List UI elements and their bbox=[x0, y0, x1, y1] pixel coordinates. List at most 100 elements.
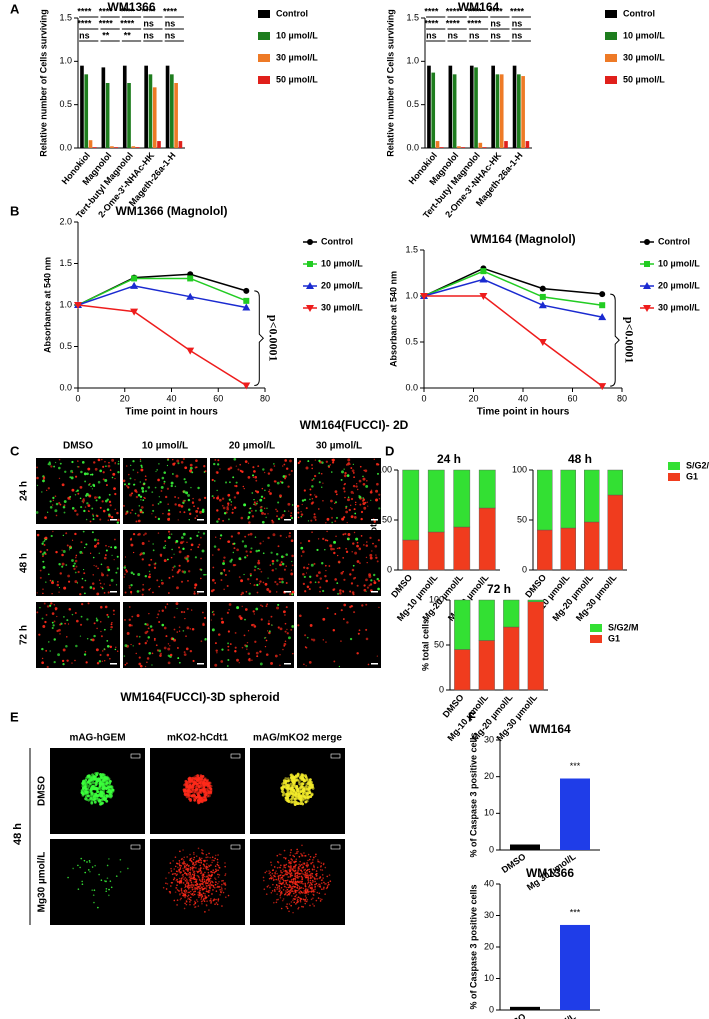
cell bbox=[194, 785, 198, 789]
cell bbox=[195, 880, 198, 883]
cell bbox=[55, 514, 58, 517]
cell bbox=[196, 515, 198, 517]
bar-segment bbox=[527, 599, 544, 602]
cell bbox=[190, 893, 193, 896]
legend-label: 20 µmol/L bbox=[658, 280, 700, 290]
cell bbox=[350, 467, 353, 469]
cell bbox=[300, 510, 302, 513]
cell bbox=[115, 571, 118, 574]
cell bbox=[285, 863, 288, 866]
cell bbox=[227, 894, 230, 897]
cell bbox=[225, 511, 228, 514]
cell bbox=[202, 867, 205, 870]
cell bbox=[311, 879, 314, 882]
cell bbox=[211, 611, 214, 613]
significance: *** bbox=[570, 907, 581, 917]
cell bbox=[172, 458, 174, 461]
cell bbox=[309, 874, 311, 877]
cell bbox=[139, 481, 141, 483]
cell bbox=[217, 873, 219, 876]
cell bbox=[291, 859, 294, 861]
cell bbox=[212, 889, 214, 891]
cell bbox=[183, 511, 186, 514]
cell bbox=[290, 628, 293, 631]
micrograph bbox=[123, 530, 207, 596]
cell bbox=[292, 878, 295, 880]
cell bbox=[186, 895, 189, 898]
cell bbox=[301, 853, 303, 856]
cell bbox=[213, 871, 216, 874]
cell bbox=[298, 891, 301, 894]
bar bbox=[114, 147, 119, 148]
cell bbox=[256, 500, 259, 503]
cell bbox=[307, 460, 310, 463]
cell bbox=[328, 565, 331, 567]
y-tick-label: 0 bbox=[439, 684, 444, 694]
cell bbox=[217, 548, 220, 551]
cell bbox=[253, 503, 255, 505]
cell bbox=[182, 893, 185, 895]
cell bbox=[130, 464, 132, 467]
cell bbox=[301, 550, 305, 554]
cell bbox=[312, 859, 314, 861]
cell bbox=[192, 894, 194, 897]
cell bbox=[263, 637, 266, 639]
cell bbox=[353, 516, 357, 519]
cell bbox=[289, 870, 291, 873]
cell bbox=[235, 484, 238, 488]
cell bbox=[174, 503, 177, 506]
cell bbox=[137, 533, 140, 536]
cell bbox=[130, 624, 133, 627]
cell bbox=[154, 562, 157, 564]
cell bbox=[208, 886, 211, 889]
cell bbox=[95, 782, 99, 786]
significance: **** bbox=[446, 18, 461, 28]
cell bbox=[209, 790, 212, 794]
cell bbox=[322, 617, 326, 621]
cell bbox=[195, 878, 198, 881]
cell bbox=[185, 900, 188, 902]
cell bbox=[197, 905, 200, 907]
cell bbox=[184, 481, 188, 484]
cell bbox=[262, 540, 264, 542]
cell bbox=[334, 502, 336, 505]
cell bbox=[137, 493, 141, 497]
cell bbox=[139, 590, 141, 592]
chart-title: WM1366 (Magnolol) bbox=[115, 204, 227, 218]
cell bbox=[139, 495, 143, 499]
cell bbox=[303, 489, 306, 492]
cell bbox=[97, 480, 101, 484]
cell bbox=[131, 615, 134, 618]
y-tick-label: 10 bbox=[484, 973, 494, 983]
cell bbox=[262, 876, 265, 879]
cell bbox=[264, 582, 268, 586]
cell bbox=[215, 471, 219, 474]
cell bbox=[217, 900, 220, 902]
cell bbox=[270, 861, 272, 864]
cell bbox=[287, 859, 290, 862]
cell bbox=[170, 882, 173, 884]
cell bbox=[353, 611, 356, 614]
cell bbox=[153, 566, 157, 569]
cell bbox=[325, 579, 328, 583]
cell bbox=[128, 623, 132, 627]
cell bbox=[186, 880, 188, 883]
cell bbox=[234, 485, 236, 487]
cell bbox=[132, 532, 136, 536]
cell bbox=[182, 490, 186, 494]
cell bbox=[85, 518, 88, 521]
cell bbox=[203, 573, 205, 576]
cell bbox=[317, 897, 320, 899]
cell bbox=[307, 877, 310, 880]
cell bbox=[299, 614, 302, 618]
cell bbox=[188, 871, 191, 874]
bar-segment bbox=[402, 469, 420, 541]
bar bbox=[448, 65, 453, 148]
cell bbox=[345, 464, 348, 466]
cell bbox=[300, 898, 302, 900]
cell bbox=[252, 610, 255, 613]
cell bbox=[302, 795, 306, 799]
cell bbox=[137, 573, 141, 577]
cell bbox=[106, 613, 109, 616]
y-tick-label: 0 bbox=[387, 564, 392, 574]
